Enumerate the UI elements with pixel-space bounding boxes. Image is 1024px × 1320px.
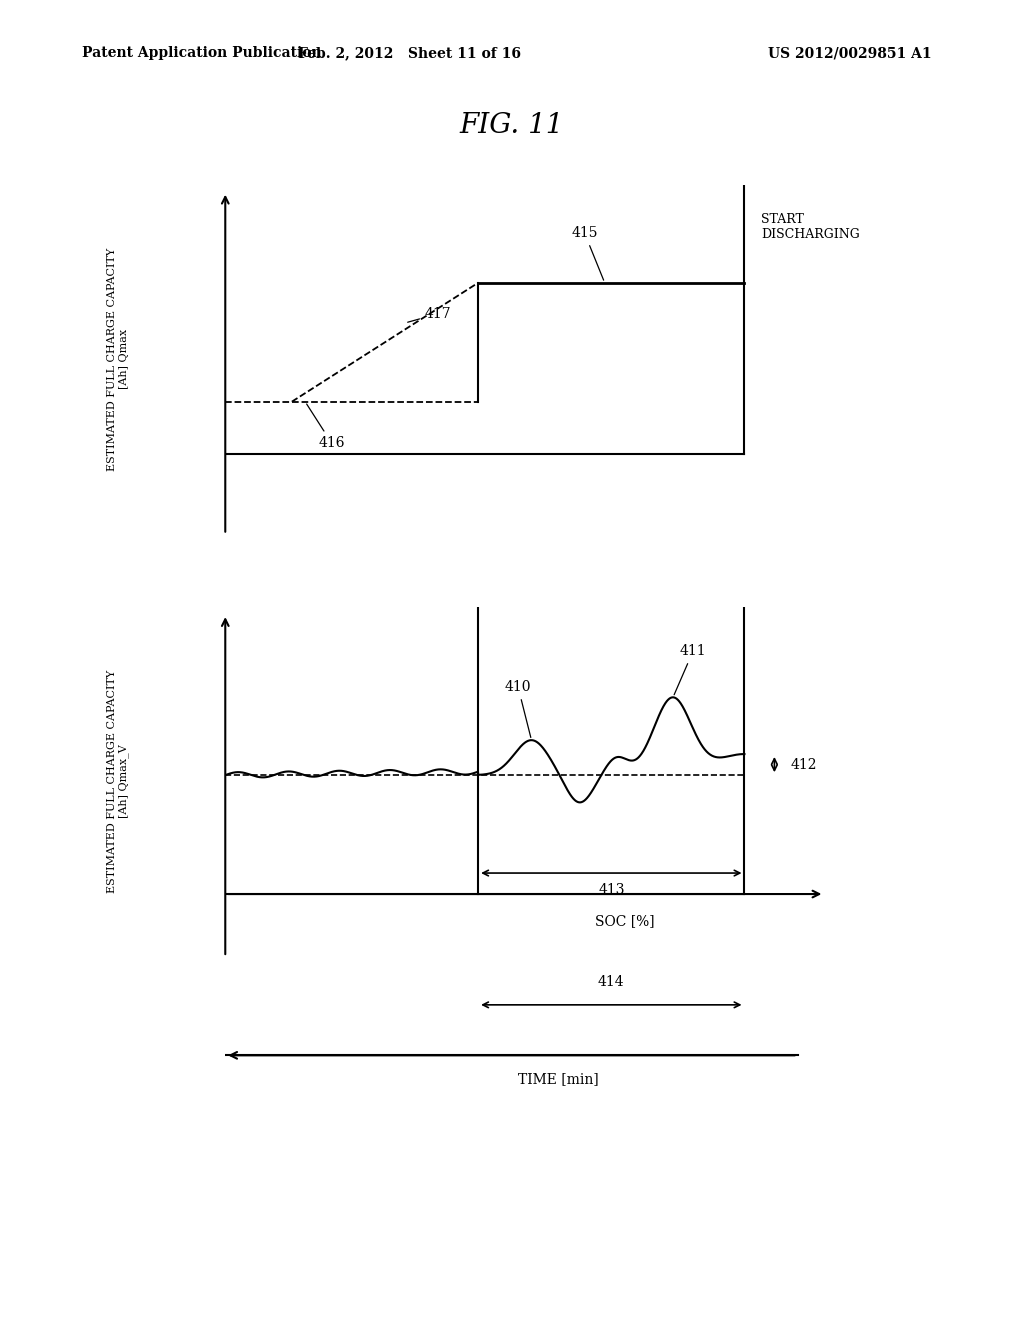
Text: US 2012/0029851 A1: US 2012/0029851 A1 <box>768 46 932 61</box>
Text: 413: 413 <box>598 883 625 898</box>
Text: Patent Application Publication: Patent Application Publication <box>82 46 322 61</box>
Text: START
DISCHARGING: START DISCHARGING <box>761 213 860 240</box>
Text: 411: 411 <box>674 644 707 694</box>
Text: 415: 415 <box>571 226 603 280</box>
Text: SOC [%]: SOC [%] <box>595 915 654 928</box>
Text: 412: 412 <box>792 758 817 772</box>
Text: 416: 416 <box>306 404 345 450</box>
Text: 417: 417 <box>408 306 452 322</box>
Text: ESTIMATED FULL CHARGE CAPACITY
[Ah] Qmax_V: ESTIMATED FULL CHARGE CAPACITY [Ah] Qmax… <box>106 669 129 894</box>
Text: FIG. 11: FIG. 11 <box>460 112 564 139</box>
Text: ESTIMATED FULL CHARGE CAPACITY
[Ah] Qmax: ESTIMATED FULL CHARGE CAPACITY [Ah] Qmax <box>106 247 129 471</box>
Text: TIME [min]: TIME [min] <box>518 1072 598 1086</box>
Text: Feb. 2, 2012   Sheet 11 of 16: Feb. 2, 2012 Sheet 11 of 16 <box>298 46 521 61</box>
Text: 414: 414 <box>598 974 625 989</box>
Text: 410: 410 <box>505 680 531 738</box>
